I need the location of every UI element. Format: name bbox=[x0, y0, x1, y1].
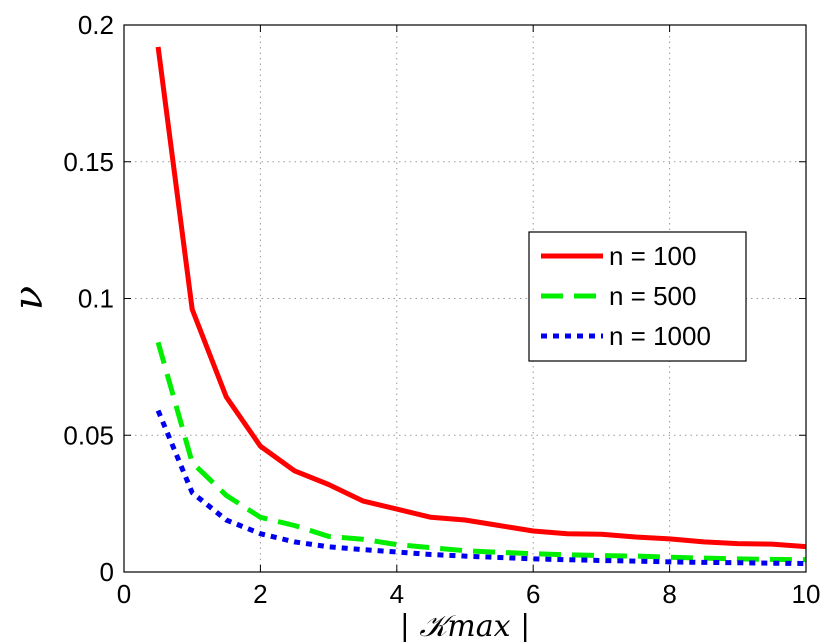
axis-tick-labels: 0 2 4 6 8 10 0 0.05 0.1 0.15 0.2 bbox=[63, 10, 820, 609]
y-tick-label: 0 bbox=[100, 557, 114, 587]
x-tick-label: 4 bbox=[390, 579, 404, 609]
series-lines bbox=[155, 46, 807, 566]
legend-label-2: n = 500 bbox=[609, 281, 696, 311]
x-tick-label: 0 bbox=[117, 579, 131, 609]
series-line-1 bbox=[155, 46, 807, 550]
x-tick-label: 10 bbox=[792, 579, 821, 609]
axis-ticks bbox=[123, 24, 807, 573]
legend-label-3: n = 1000 bbox=[609, 321, 711, 351]
legend-label-1: n = 100 bbox=[609, 241, 696, 271]
y-tick-label: 0.15 bbox=[63, 147, 114, 177]
x-tick-label: 6 bbox=[526, 579, 540, 609]
x-tick-label: 2 bbox=[253, 579, 267, 609]
y-tick-label: 0.2 bbox=[78, 10, 114, 40]
series-line-2 bbox=[155, 341, 807, 563]
legend: n = 100 n = 500 n = 1000 bbox=[528, 231, 747, 362]
y-tick-label: 0.05 bbox=[63, 420, 114, 450]
x-tick-label: 8 bbox=[662, 579, 676, 609]
y-tick-label: 0.1 bbox=[78, 284, 114, 314]
grid-lines bbox=[124, 25, 806, 572]
x-axis-label: | 𝒦max | bbox=[400, 609, 530, 642]
y-axis-label: ν bbox=[6, 286, 52, 310]
